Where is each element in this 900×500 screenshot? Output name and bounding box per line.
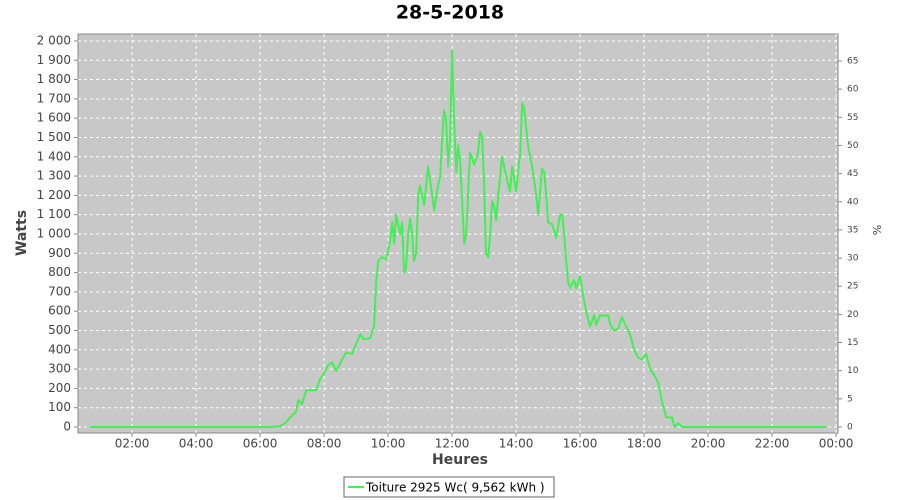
y-tick-label: 400 xyxy=(48,342,71,356)
y-tick-label: 1 100 xyxy=(37,207,71,221)
x-tick-label: 10:00 xyxy=(371,437,406,451)
y-tick-label: 100 xyxy=(48,400,71,414)
y2-tick-label: 10 xyxy=(847,366,859,376)
y-tick-label: 1 400 xyxy=(37,149,71,163)
x-tick-label: 20:00 xyxy=(691,437,726,451)
x-tick-label: 16:00 xyxy=(563,437,598,451)
y-tick-label: 500 xyxy=(48,323,71,337)
x-tick-label: 06:00 xyxy=(243,437,278,451)
y-tick-label: 1 000 xyxy=(37,226,71,240)
y-tick-label: 1 500 xyxy=(37,130,71,144)
x-tick-label: 00:00 xyxy=(819,437,854,451)
y-tick-label: 1 600 xyxy=(37,111,71,125)
y2-tick-label: 15 xyxy=(847,338,858,348)
y2-tick-label: 65 xyxy=(847,57,858,67)
y2-tick-label: 50 xyxy=(847,141,859,151)
chart-title: 28-5-2018 xyxy=(396,2,504,24)
y-tick-label: 1 700 xyxy=(37,91,71,105)
y2-tick-label: 60 xyxy=(847,85,859,95)
x-tick-label: 18:00 xyxy=(627,437,662,451)
y2-tick-label: 45 xyxy=(847,169,858,179)
y-tick-label: 0 xyxy=(63,420,71,434)
y2-tick-label: 5 xyxy=(847,394,853,404)
y2-tick-label: 55 xyxy=(847,113,858,123)
y-tick-label: 800 xyxy=(48,265,71,279)
x-tick-label: 08:00 xyxy=(307,437,342,451)
y2-axis-label: % xyxy=(870,225,883,235)
y2-tick-label: 30 xyxy=(847,254,859,264)
x-tick-label: 12:00 xyxy=(435,437,470,451)
series-line xyxy=(90,49,827,428)
y-tick-label: 2 000 xyxy=(37,33,71,47)
y-axis-label: Watts xyxy=(14,210,30,256)
x-tick-label: 22:00 xyxy=(755,437,790,451)
y2-tick-label: 40 xyxy=(847,197,859,207)
x-tick-label: 04:00 xyxy=(179,437,214,451)
legend-label: Toiture 2925 Wc( 9,562 kWh ) xyxy=(365,481,545,495)
y-tick-label: 1 800 xyxy=(37,72,71,86)
y2-tick-label: 0 xyxy=(847,422,853,432)
y-tick-label: 1 900 xyxy=(37,53,71,67)
y-tick-label: 300 xyxy=(48,362,71,376)
x-tick-label: 14:00 xyxy=(499,437,534,451)
y2-tick-label: 25 xyxy=(847,282,858,292)
y2-tick-label: 20 xyxy=(847,310,859,320)
x-axis-label: Heures xyxy=(432,452,488,468)
y-tick-label: 900 xyxy=(48,246,71,260)
y-tick-label: 200 xyxy=(48,381,71,395)
y-tick-label: 1 300 xyxy=(37,169,71,183)
y-tick-label: 600 xyxy=(48,304,71,318)
y-tick-label: 700 xyxy=(48,284,71,298)
y2-tick-label: 35 xyxy=(847,225,858,235)
legend xyxy=(343,476,555,498)
x-tick-label: 02:00 xyxy=(115,437,150,451)
y-tick-label: 1 200 xyxy=(37,188,71,202)
